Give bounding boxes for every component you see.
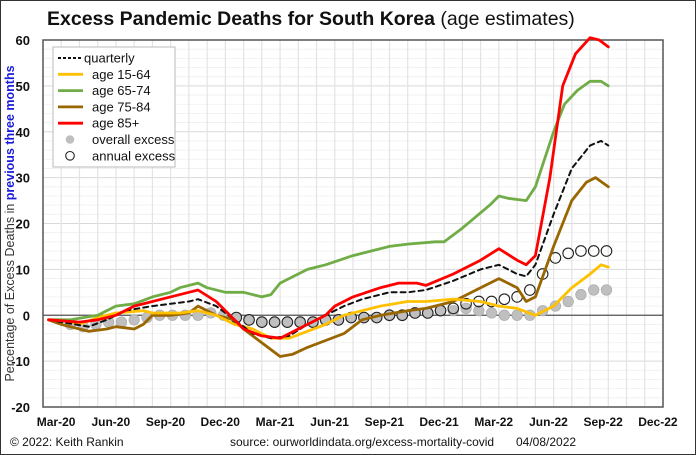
legend-label: age 75-84 (92, 99, 151, 114)
y-tick-label: 10 (16, 262, 30, 277)
y-tick-label: 50 (16, 79, 30, 94)
chart-title: Excess Pandemic Deaths for South Korea (… (47, 8, 575, 31)
series-line-quarterly (47, 139, 610, 340)
x-tick-label: Mar-21 (256, 415, 295, 429)
y-tick-label: 20 (16, 217, 30, 232)
y-tick-label: 30 (16, 171, 30, 186)
overall-excess-point (128, 314, 140, 326)
x-tick-label: Jun-20 (91, 415, 130, 429)
annual-excess-point (268, 316, 281, 328)
annual-excess-point (460, 297, 472, 310)
legend-label: age 15-64 (92, 67, 151, 82)
x-tick-label: Dec-20 (201, 415, 241, 429)
annual-excess-point (498, 293, 511, 306)
series-line-age-85- (47, 36, 610, 340)
y-tick-label: 0 (23, 308, 30, 323)
y-axis-label: Percentage of Excess Deaths in previous … (3, 65, 17, 381)
y-tick-label: 40 (16, 125, 30, 140)
annual-excess-point (281, 316, 294, 328)
x-tick-label: Mar-20 (37, 415, 76, 429)
annual-excess-point (587, 245, 600, 257)
x-tick-label: Sep-21 (365, 415, 405, 429)
annual-excess-point (524, 284, 536, 296)
footer-source: source: ourworldindata.org/excess-mortal… (230, 435, 495, 449)
series-line-age-65-74 (47, 79, 610, 322)
x-axis: Mar-20 Jun-20 Sep-20 Dec-20 Mar-21 Jun-21 Sep-… (37, 415, 678, 429)
annual-excess-point (396, 309, 409, 322)
annual-excess-point (307, 316, 319, 328)
overall-excess-point (562, 295, 574, 308)
y-axis-label-part: Percentage of Excess Deaths in (3, 200, 17, 381)
y-tick-label: 60 (16, 33, 30, 48)
overall-excess-point (473, 305, 485, 317)
y-tick-label: -20 (11, 400, 30, 415)
legend-label: overall excess (92, 132, 175, 147)
series-line-age-15-64 (47, 263, 610, 340)
annual-excess-point (255, 316, 268, 328)
legend-swatch (65, 150, 75, 161)
x-tick-label: Mar-22 (474, 415, 513, 429)
legend-label: age 85+ (92, 116, 139, 131)
x-tick-label: Sep-20 (146, 415, 186, 429)
legend-label: quarterly (84, 51, 135, 66)
overall-excess-point (498, 309, 510, 321)
legend-label: annual excess (92, 148, 176, 163)
y-axis: 60 50 40 30 20 10 0 -10 -20 (11, 33, 30, 415)
overall-excess-point (460, 302, 472, 314)
x-tick-label: Sep-22 (583, 415, 623, 429)
overall-excess-point (588, 284, 600, 296)
footer-copyright: © 2022: Keith Rankin (10, 435, 124, 449)
plot-border (42, 39, 664, 408)
overall-excess-point (447, 305, 459, 317)
annual-excess-point (600, 245, 613, 257)
annual-excess-point (447, 302, 460, 315)
legend-label: age 65-74 (92, 83, 151, 98)
annual-excess-point (409, 307, 421, 319)
annual-excess-point (562, 247, 575, 260)
y-axis-label-highlight: previous three months (3, 65, 17, 200)
series-line-age-75-84 (47, 176, 610, 358)
legend-swatch (65, 135, 75, 144)
x-tick-label: Dec-22 (638, 415, 678, 429)
x-tick-label: Jun-22 (529, 415, 568, 429)
overall-excess-point (600, 284, 613, 296)
overall-excess-point (511, 309, 523, 321)
chart-subtitle: (age estimates) (440, 8, 575, 30)
x-tick-label: Dec-21 (419, 415, 459, 429)
y-tick-label: -10 (11, 354, 30, 369)
chart-title-main: Excess Pandemic Deaths for South Korea (47, 8, 435, 30)
overall-excess-point (485, 307, 498, 319)
series-lines (47, 36, 610, 358)
annual-excess-point (575, 245, 587, 257)
x-tick-label: Jun-21 (310, 415, 349, 429)
overall-excess-point (575, 289, 587, 301)
annual-excess-point (243, 313, 255, 326)
footer-date: 04/08/2022 (516, 435, 577, 449)
